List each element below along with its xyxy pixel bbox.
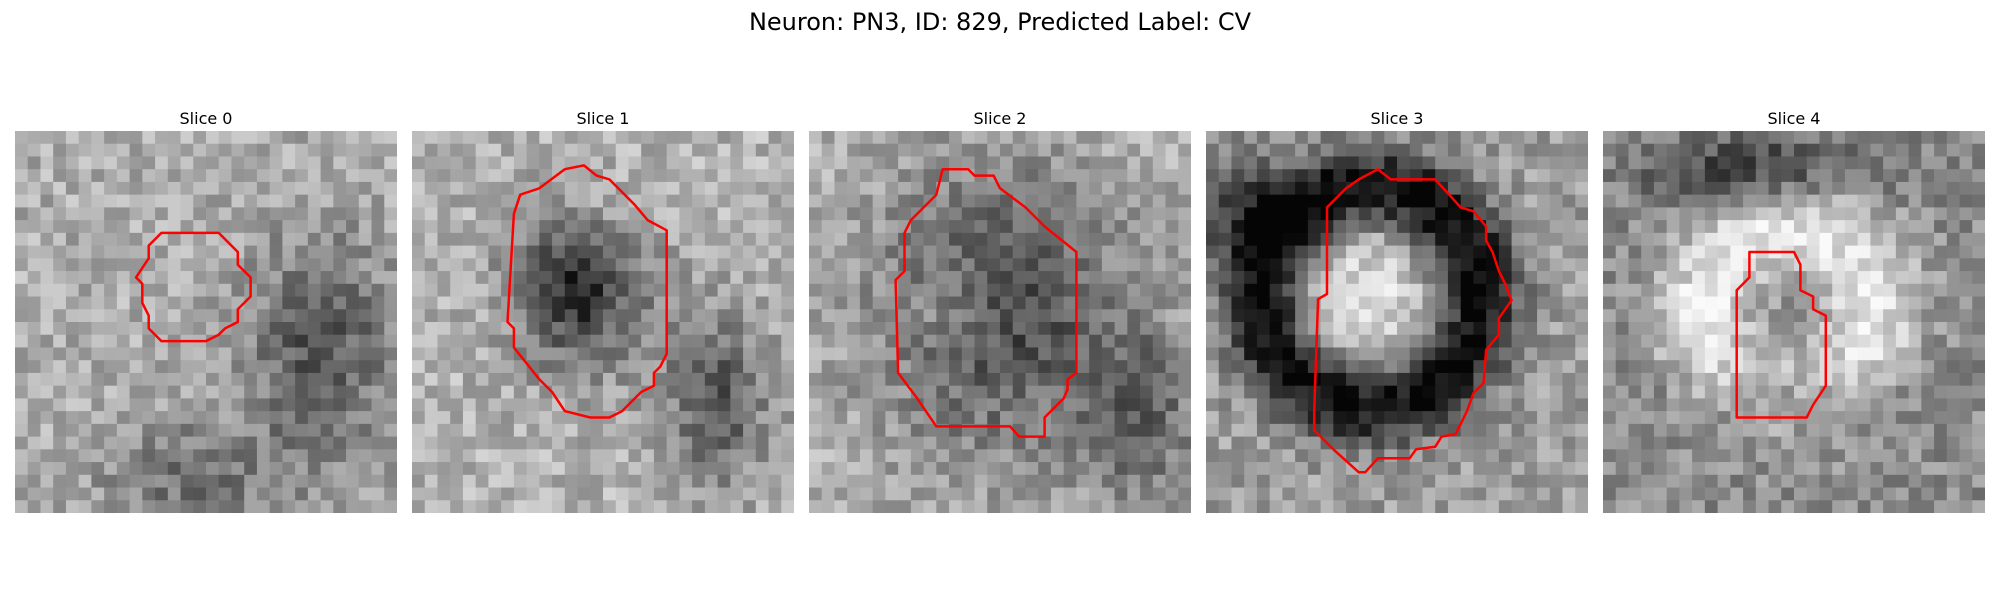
slice-image bbox=[1206, 131, 1588, 513]
pixel-grid bbox=[1603, 131, 1985, 513]
slice-image bbox=[15, 131, 397, 513]
slice-panel-1: Slice 1 bbox=[412, 107, 794, 513]
slice-title: Slice 4 bbox=[1767, 109, 1821, 128]
segmentation-contour bbox=[134, 231, 252, 343]
segmentation-contour bbox=[506, 164, 668, 419]
slice-panel-3: Slice 3 bbox=[1206, 107, 1588, 513]
pixel-grid bbox=[809, 131, 1191, 513]
slice-title: Slice 3 bbox=[1370, 109, 1424, 128]
slice-image bbox=[1603, 131, 1985, 513]
pixel-grid bbox=[15, 131, 397, 513]
slice-panel-0: Slice 0 bbox=[15, 107, 397, 513]
slice-image bbox=[809, 131, 1191, 513]
slice-title: Slice 1 bbox=[576, 109, 630, 128]
pixel-grid bbox=[412, 131, 794, 513]
slice-panel-2: Slice 2 bbox=[809, 107, 1191, 513]
figure-title: Neuron: PN3, ID: 829, Predicted Label: C… bbox=[748, 8, 1252, 36]
slice-panel-4: Slice 4 bbox=[1603, 107, 1985, 513]
slice-title: Slice 0 bbox=[179, 109, 233, 128]
slice-title: Slice 2 bbox=[973, 109, 1027, 128]
segmentation-contour bbox=[1312, 167, 1513, 474]
segmentation-contour bbox=[1735, 250, 1828, 419]
pixel-grid bbox=[1206, 131, 1588, 513]
slice-image bbox=[412, 131, 794, 513]
segmentation-contour bbox=[894, 167, 1078, 438]
